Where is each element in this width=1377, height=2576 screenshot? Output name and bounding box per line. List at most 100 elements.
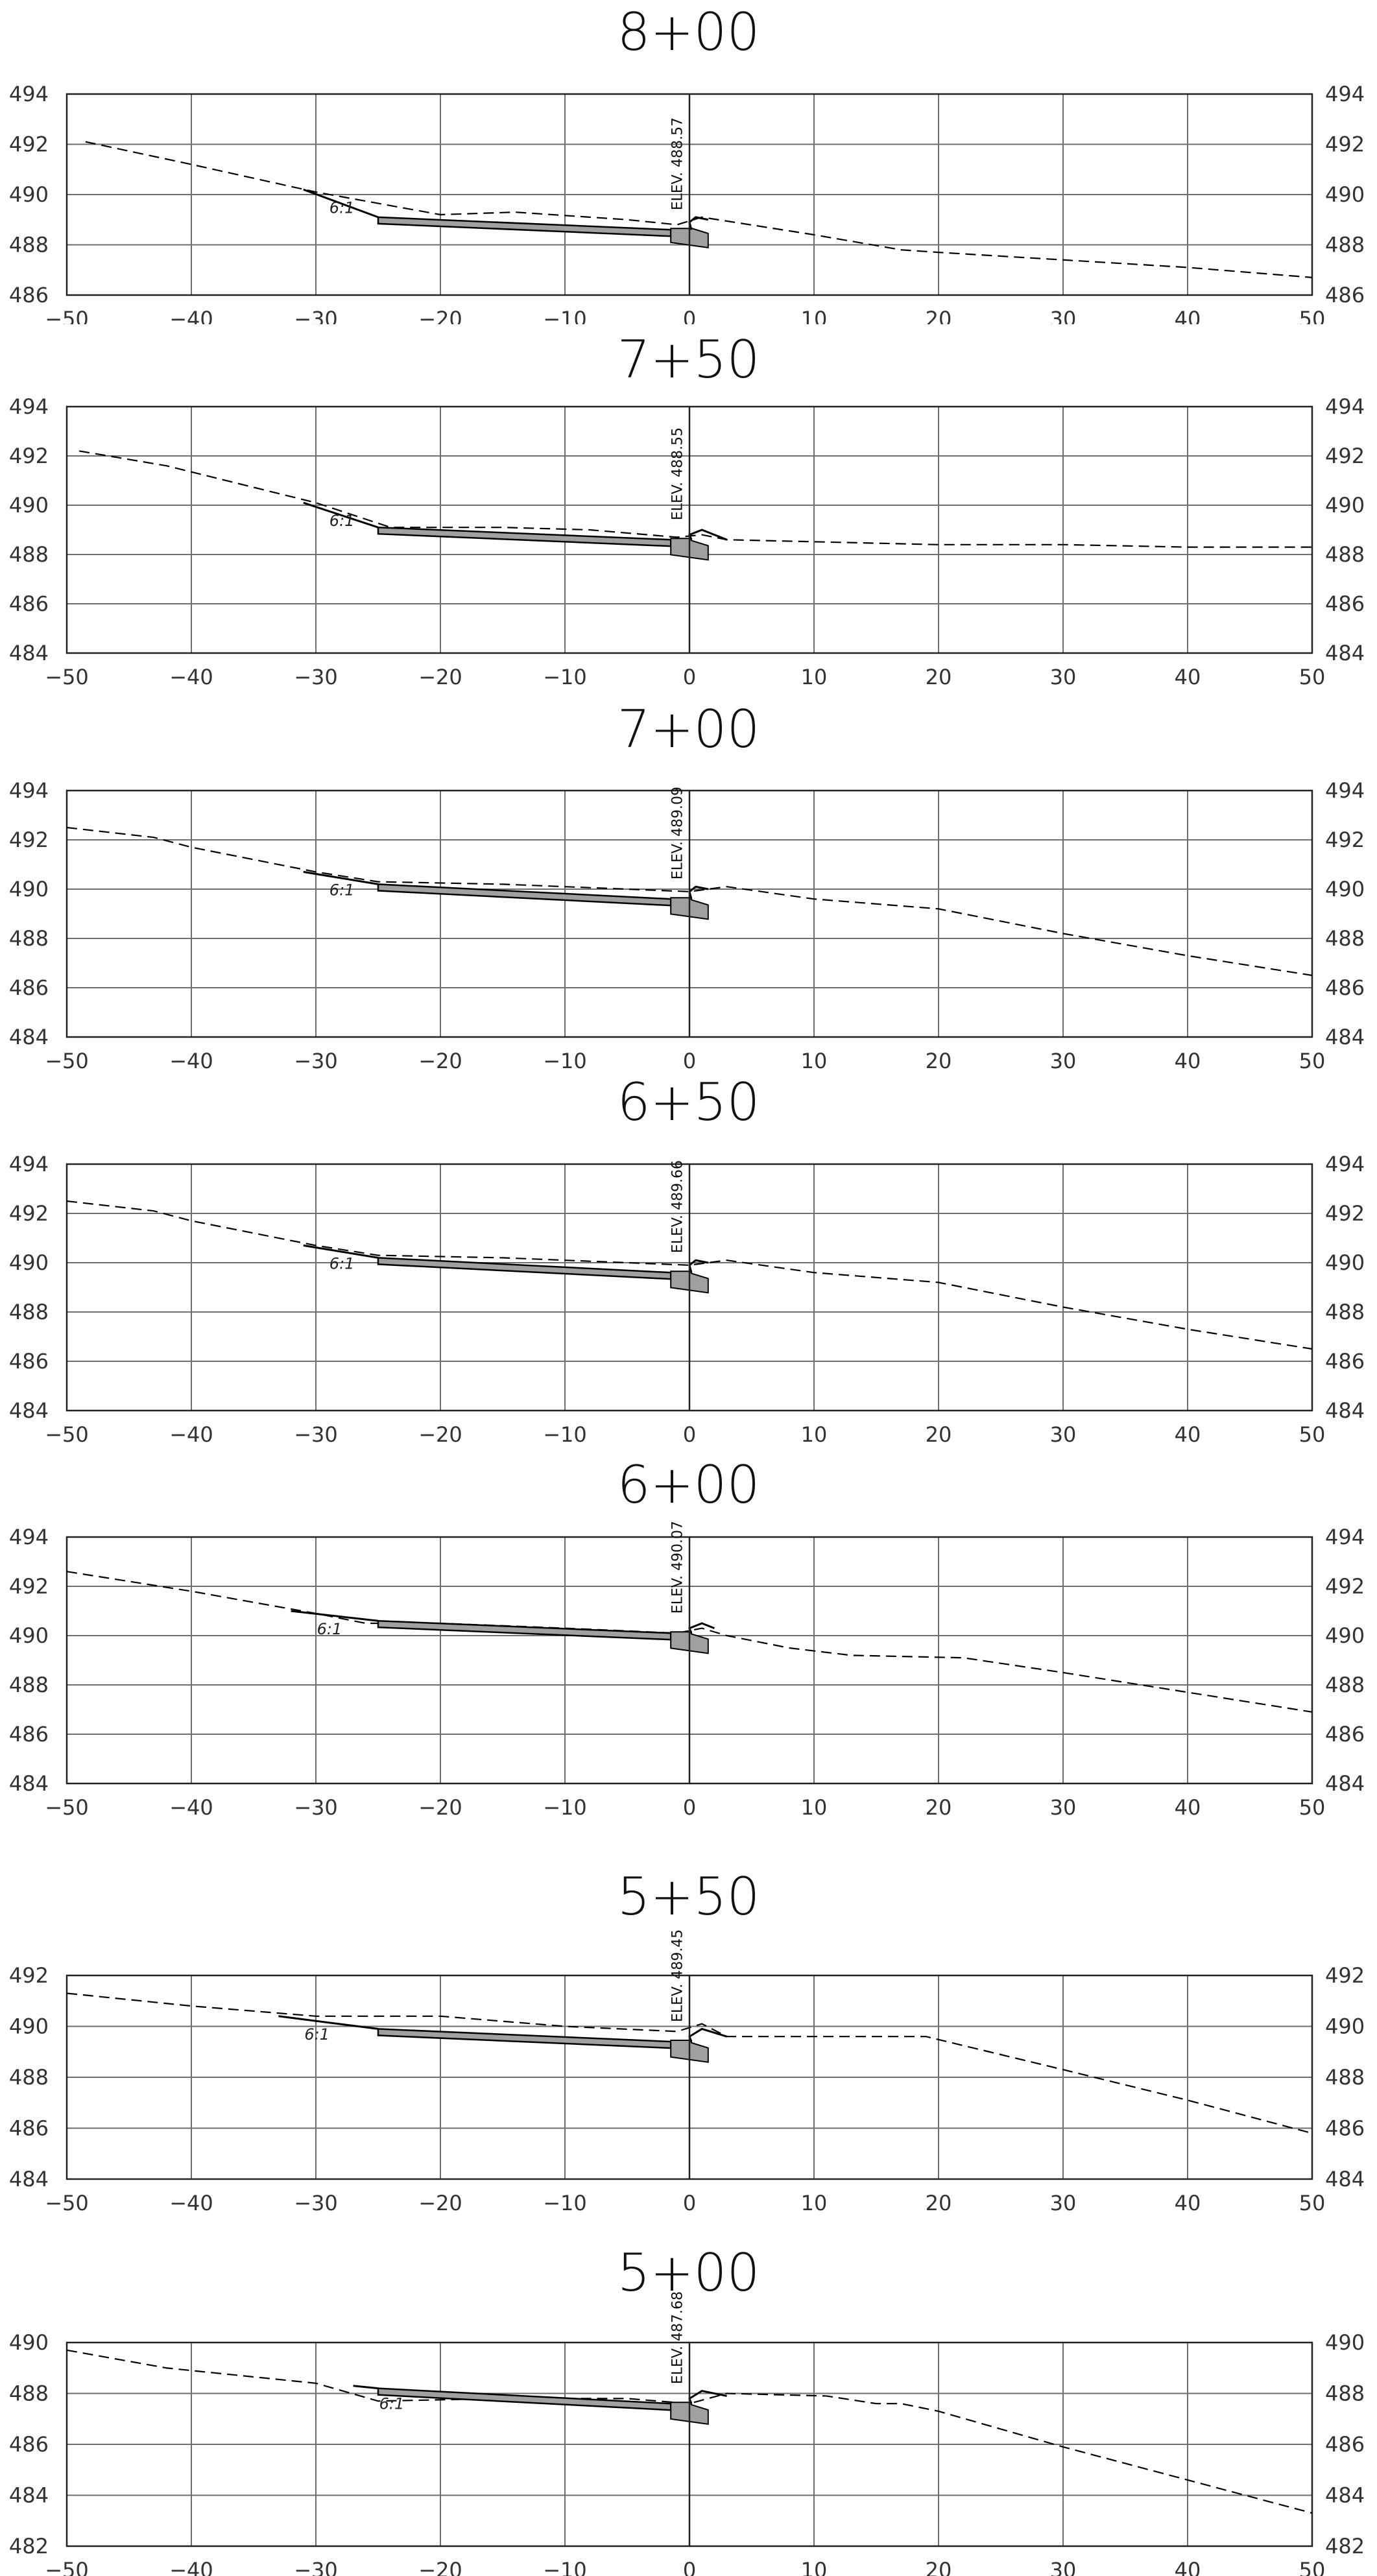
- x-tick-label: −10: [543, 1795, 587, 1820]
- x-tick-label: 50: [1299, 1422, 1326, 1447]
- y-tick-label-right: 494: [1325, 1525, 1365, 1549]
- x-tick-label: 10: [801, 307, 828, 324]
- y-tick-label-left: 492: [9, 1574, 49, 1599]
- x-tick-label: −30: [294, 1049, 338, 1073]
- x-tick-label: 30: [1050, 2191, 1077, 2215]
- station-title: 6+00: [617, 1455, 760, 1515]
- existing-ground-line: [66, 1571, 1313, 1713]
- y-tick-label-right: 490: [1325, 182, 1365, 207]
- x-tick-label: −30: [294, 2558, 338, 2576]
- section-panel: 6+00 −50 −40 −30 −20 −10 0 10 20 30 40 50 484 484 486…: [0, 1453, 1377, 1868]
- existing-ground-line: [66, 1200, 1313, 1350]
- y-tick-label-left: 486: [9, 591, 49, 616]
- y-tick-label-left: 492: [9, 1963, 49, 1988]
- x-tick-label: 40: [1175, 307, 1201, 324]
- x-tick-label: −30: [294, 1422, 338, 1447]
- x-tick-label: 30: [1050, 1422, 1077, 1447]
- y-tick-label-left: 490: [9, 2014, 49, 2039]
- x-tick-label: 0: [683, 665, 696, 689]
- x-tick-label: −50: [45, 1422, 89, 1447]
- y-tick-label-left: 488: [9, 542, 49, 567]
- side-slope-line: [303, 188, 379, 219]
- x-tick-label: −40: [169, 1795, 213, 1820]
- y-tick-label-right: 492: [1325, 1201, 1365, 1226]
- x-tick-label: 20: [926, 665, 952, 689]
- pavement-slab: [377, 1619, 672, 1641]
- elevation-label: ELEV. 489.45: [669, 1929, 686, 2022]
- y-tick-label-right: 484: [1325, 2167, 1365, 2191]
- y-tick-label-left: 490: [9, 2330, 49, 2355]
- x-tick-label: 30: [1050, 307, 1077, 324]
- section-panel: 5+50 −50 −40 −30 −20 −10 0 10 20 30 40 50 484 484 486…: [0, 1868, 1377, 2244]
- y-tick-label-left: 494: [9, 1152, 49, 1176]
- slope-label: 6:1: [304, 2025, 329, 2044]
- y-tick-label-right: 490: [1325, 2330, 1365, 2355]
- y-tick-label-right: 486: [1325, 591, 1365, 616]
- x-tick-label: −10: [543, 665, 587, 689]
- x-tick-label: −40: [169, 2191, 213, 2215]
- y-tick-label-left: 492: [9, 828, 49, 852]
- y-tick-label-left: 490: [9, 1250, 49, 1275]
- x-tick-label: 0: [683, 2558, 696, 2576]
- slope-label: 6:1: [329, 881, 355, 899]
- y-tick-label-right: 486: [1325, 1722, 1365, 1747]
- x-tick-label: 10: [801, 1049, 828, 1073]
- y-tick-label-right: 490: [1325, 2014, 1365, 2039]
- y-tick-label-left: 486: [9, 2116, 49, 2141]
- y-tick-label-right: 490: [1325, 493, 1365, 518]
- curb-top-line: [688, 216, 709, 230]
- y-tick-label-left: 486: [9, 1349, 49, 1374]
- x-tick-label: −10: [543, 2558, 587, 2576]
- y-tick-label-right: 492: [1325, 1574, 1365, 1599]
- y-tick-label-right: 494: [1325, 82, 1365, 106]
- side-slope-line: [303, 870, 379, 885]
- x-tick-label: −40: [169, 307, 213, 324]
- x-tick-label: −40: [169, 665, 213, 689]
- curb-top-line: [688, 529, 728, 541]
- curb-top-line: [688, 885, 709, 900]
- x-tick-label: −10: [543, 2191, 587, 2215]
- y-tick-label-right: 492: [1325, 1963, 1365, 1988]
- x-tick-label: 50: [1299, 1049, 1326, 1073]
- y-tick-label-left: 490: [9, 877, 49, 901]
- x-tick-label: 10: [801, 1795, 828, 1820]
- elevation-label: ELEV. 488.55: [669, 427, 686, 520]
- side-slope-line: [303, 1244, 379, 1259]
- x-tick-label: 0: [683, 1795, 696, 1820]
- x-tick-label: −30: [294, 665, 338, 689]
- x-tick-label: −40: [169, 1049, 213, 1073]
- station-title: 5+00: [617, 2243, 760, 2303]
- y-tick-label-right: 484: [1325, 1025, 1365, 1049]
- y-tick-label-right: 486: [1325, 283, 1365, 307]
- y-tick-label-right: 486: [1325, 975, 1365, 1000]
- y-tick-label-left: 492: [9, 444, 49, 468]
- x-tick-label: −20: [418, 665, 462, 689]
- x-tick-label: −30: [294, 307, 338, 324]
- curb-top-line: [688, 1622, 715, 1634]
- y-tick-label-right: 488: [1325, 926, 1365, 951]
- x-tick-label: −10: [543, 1049, 587, 1073]
- x-tick-label: −30: [294, 1795, 338, 1820]
- x-tick-label: −30: [294, 2191, 338, 2215]
- y-tick-label-right: 488: [1325, 542, 1365, 567]
- y-tick-label-left: 486: [9, 1722, 49, 1747]
- slope-label: 6:1: [329, 512, 355, 530]
- side-slope-line: [353, 2385, 379, 2390]
- y-tick-label-right: 484: [1325, 1398, 1365, 1423]
- y-tick-label-right: 494: [1325, 394, 1365, 419]
- y-tick-label-left: 494: [9, 82, 49, 106]
- x-tick-label: 0: [683, 307, 696, 324]
- elevation-label: ELEV. 487.68: [669, 2291, 686, 2384]
- x-tick-label: 30: [1050, 665, 1077, 689]
- y-tick-label-right: 494: [1325, 1152, 1365, 1176]
- x-tick-label: 50: [1299, 2191, 1326, 2215]
- pavement-slab: [377, 883, 672, 907]
- x-tick-label: 10: [801, 2558, 828, 2576]
- x-tick-label: 30: [1050, 1049, 1077, 1073]
- y-tick-label-right: 488: [1325, 1673, 1365, 1697]
